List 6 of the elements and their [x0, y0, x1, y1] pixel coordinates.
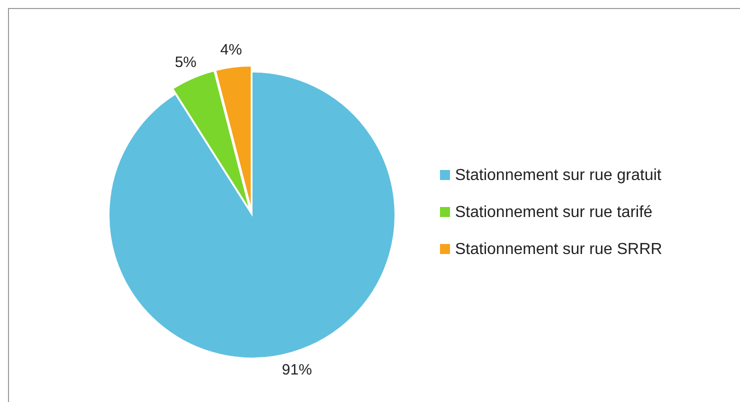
data-label: 4%: [220, 41, 242, 58]
legend-label: Stationnement sur rue tarifé: [455, 204, 653, 221]
legend-label: Stationnement sur rue gratuit: [455, 167, 662, 184]
data-label: 91%: [282, 362, 312, 379]
data-label: 5%: [174, 54, 197, 71]
legend-label: Stationnement sur rue SRRR: [455, 241, 662, 258]
